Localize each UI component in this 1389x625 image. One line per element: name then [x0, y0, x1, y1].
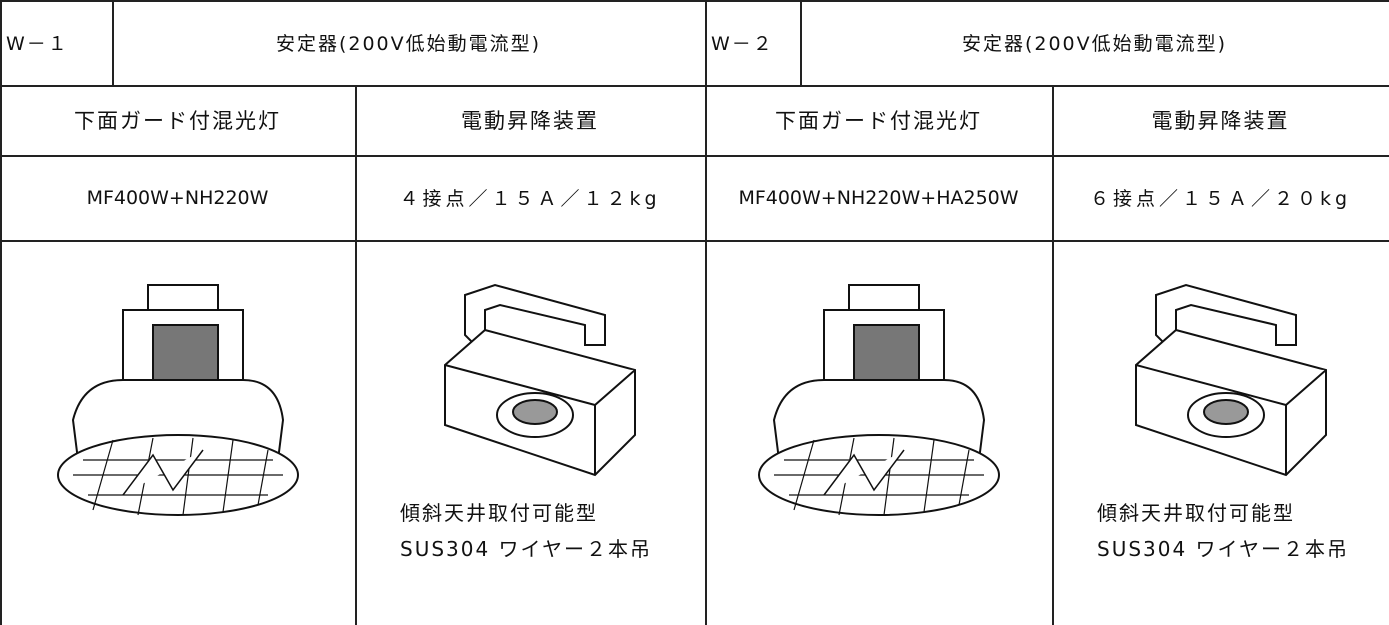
item-name: 下面ガード付混光灯 — [74, 109, 281, 133]
rule — [0, 0, 2, 625]
item-spec: MF400W+NH220W — [86, 186, 269, 209]
rule — [1052, 85, 1054, 625]
panel-code: W－１ — [6, 33, 69, 55]
rule — [0, 0, 1389, 2]
note: 傾斜天井取付可能型 — [400, 501, 598, 525]
item-spec: MF400W+NH220W+HA250W — [738, 186, 1019, 209]
notes: 傾斜天井取付可能型 SUS304 ワイヤー２本吊 — [400, 495, 652, 567]
lamp-illustration — [56, 284, 299, 516]
panel-code: W－２ — [711, 33, 774, 55]
rule — [112, 0, 114, 85]
rule — [0, 240, 1389, 242]
rule — [800, 0, 802, 85]
rule — [705, 0, 707, 625]
panel-ballast: 安定器(200V低始動電流型) — [961, 33, 1228, 55]
note: 傾斜天井取付可能型 — [1097, 501, 1295, 525]
item-spec: ４接点／１５Ａ／１２kg — [399, 188, 661, 210]
rule — [355, 85, 357, 625]
panel-ballast: 安定器(200V低始動電流型) — [275, 33, 542, 55]
notes: 傾斜天井取付可能型 SUS304 ワイヤー２本吊 — [1097, 495, 1349, 567]
note: SUS304 ワイヤー２本吊 — [400, 537, 652, 561]
note: SUS304 ワイヤー２本吊 — [1097, 537, 1349, 561]
lamp-illustration — [757, 284, 1000, 516]
item-name: 電動昇降装置 — [1151, 109, 1290, 133]
rule — [0, 85, 1389, 87]
rule — [0, 155, 1389, 157]
item-spec: ６接点／１５Ａ／２０kg — [1089, 188, 1352, 210]
item-name: 下面ガード付混光灯 — [775, 109, 982, 133]
lift-illustration — [1134, 283, 1327, 477]
item-name: 電動昇降装置 — [461, 109, 599, 133]
lift-illustration — [444, 283, 636, 477]
